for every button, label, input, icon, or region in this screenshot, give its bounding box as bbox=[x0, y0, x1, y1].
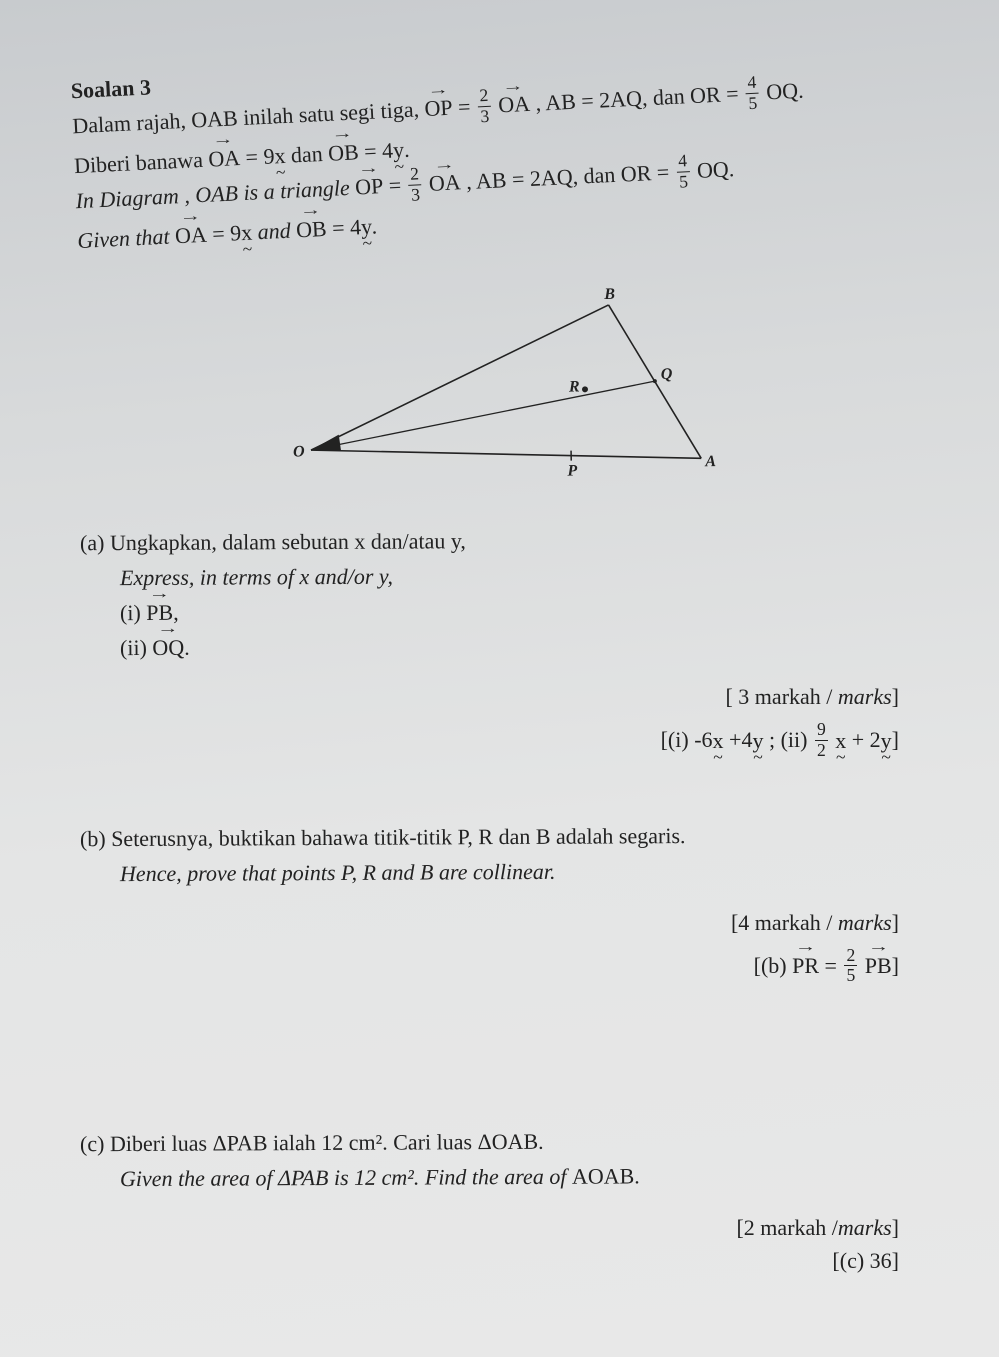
text: [ 3 markah / bbox=[725, 684, 837, 709]
text: [(b) bbox=[754, 953, 792, 978]
text: + 2 bbox=[846, 728, 880, 753]
text: (i) bbox=[120, 600, 146, 625]
part-a-answer: [(i) -6x +4y ; (ii) 92 x + 2y] bbox=[80, 723, 899, 761]
part-a-ii: (ii) OQ. bbox=[120, 627, 929, 664]
frac-9-2: 92 bbox=[815, 721, 828, 759]
vec-OP: OP bbox=[424, 91, 454, 125]
vec-OA: OA bbox=[497, 87, 530, 122]
text: = bbox=[825, 953, 843, 978]
text: ] bbox=[892, 953, 899, 978]
text: and bbox=[257, 218, 297, 245]
vec-PR: PR bbox=[792, 949, 819, 982]
text: [4 markah / bbox=[731, 910, 838, 935]
text: OQ. bbox=[766, 78, 804, 105]
triangle-diagram: O A B P Q R bbox=[278, 280, 931, 500]
text: = 9 bbox=[212, 220, 242, 246]
text: ] bbox=[892, 1215, 899, 1240]
svg-text:B: B bbox=[603, 286, 615, 303]
text: ] bbox=[892, 910, 899, 935]
part-b-label-en: Hence, prove that points P, R and B are … bbox=[120, 852, 929, 889]
text: = bbox=[388, 172, 407, 198]
triangle-svg: O A B P Q R bbox=[278, 283, 741, 491]
vec-OQ: OQ bbox=[152, 631, 184, 664]
vec-y: y bbox=[360, 210, 373, 243]
vec-OP: OP bbox=[354, 169, 384, 203]
text: marks bbox=[838, 684, 892, 709]
text: marks bbox=[838, 1215, 892, 1240]
text: (ii) bbox=[120, 635, 153, 660]
svg-text:Q: Q bbox=[661, 366, 673, 383]
text: = bbox=[457, 94, 476, 120]
vec-y: y bbox=[392, 133, 405, 166]
part-a: (a) Ungkapkan, dalam sebutan x dan/atau … bbox=[80, 524, 929, 662]
part-b-answer: [(b) PR = 25 PB] bbox=[80, 949, 899, 987]
svg-text:P: P bbox=[566, 463, 577, 480]
text: marks bbox=[838, 910, 892, 935]
svg-text:A: A bbox=[704, 453, 716, 470]
text: [2 markah / bbox=[736, 1215, 837, 1240]
vec-x: x bbox=[835, 724, 846, 757]
text: = 9 bbox=[245, 144, 275, 170]
part-b-marks: [4 markah / marks] bbox=[80, 906, 899, 939]
text: OQ. bbox=[696, 156, 734, 183]
vec-y: y bbox=[752, 724, 763, 757]
vec-x: x bbox=[713, 724, 724, 757]
part-b-label: (b) Seterusnya, buktikan bahawa titik-ti… bbox=[80, 817, 929, 854]
vec-PB: PB bbox=[865, 949, 892, 982]
page: Soalan 3 Dalam rajah, OAB inilah satu se… bbox=[0, 0, 999, 1357]
part-a-i: (i) PB, bbox=[120, 592, 929, 629]
frac-4-5: 45 bbox=[676, 152, 691, 191]
part-a-label: (a) Ungkapkan, dalam sebutan x dan/atau … bbox=[80, 522, 929, 559]
part-c-label: (c) Diberi luas ΔPAB ialah 12 cm². Cari … bbox=[80, 1123, 929, 1160]
svg-text:O: O bbox=[293, 444, 305, 461]
svg-text:R: R bbox=[568, 379, 580, 396]
text: +4 bbox=[724, 728, 753, 753]
part-c-answer: [(c) 36] bbox=[832, 1248, 899, 1273]
text: Given the area of ΔPAB is 12 cm². Find t… bbox=[120, 1164, 572, 1191]
part-a-marks: [ 3 markah / marks] bbox=[80, 680, 899, 713]
vec-x: x bbox=[274, 139, 287, 172]
vec-y: y bbox=[881, 724, 892, 757]
vec-OB: OB bbox=[295, 212, 327, 246]
part-c: (c) Diberi luas ΔPAB ialah 12 cm². Cari … bbox=[80, 1125, 929, 1193]
text: dan bbox=[290, 141, 328, 168]
text: [(i) -6 bbox=[661, 728, 713, 753]
part-a-label-en: Express, in terms of x and/or y, bbox=[120, 557, 929, 594]
text: . bbox=[184, 635, 190, 660]
text: ] bbox=[892, 684, 899, 709]
vec-x: x bbox=[240, 216, 253, 249]
text: ] bbox=[892, 728, 899, 753]
text: ; (ii) bbox=[763, 728, 813, 753]
text: Given that bbox=[77, 224, 176, 254]
vec-OA: OA bbox=[428, 166, 461, 201]
part-c-label-en: Given the area of ΔPAB is 12 cm². Find t… bbox=[120, 1158, 929, 1195]
frac-4-5: 45 bbox=[745, 74, 760, 113]
vec-OA: OA bbox=[208, 141, 241, 176]
text: , AB = 2AQ, dan OR = bbox=[535, 81, 745, 116]
text: AOAB. bbox=[572, 1163, 640, 1188]
frac-2-5: 25 bbox=[844, 947, 857, 985]
part-c-marks: [2 markah /marks] [(c) 36] bbox=[80, 1211, 899, 1277]
part-b: (b) Seterusnya, buktikan bahawa titik-ti… bbox=[80, 820, 929, 888]
intro-block: Soalan 3 Dalam rajah, OAB inilah satu se… bbox=[70, 35, 936, 256]
vec-OA: OA bbox=[174, 218, 207, 253]
text: , AB = 2AQ, dan OR = bbox=[466, 159, 676, 194]
text: = 4 bbox=[331, 215, 361, 241]
text: Diberi banawa bbox=[73, 147, 208, 179]
